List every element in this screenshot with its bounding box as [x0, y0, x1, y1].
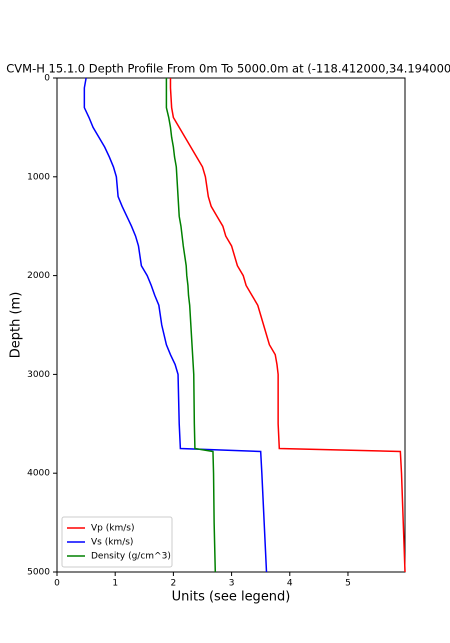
x-tick-label: 0 [54, 579, 60, 589]
legend-label: Density (g/cm^3) [91, 552, 171, 562]
legend-label: Vp (km/s) [91, 524, 134, 534]
x-tick-label: 3 [229, 579, 235, 589]
y-tick-label: 1000 [27, 172, 50, 182]
series-line [83, 77, 268, 573]
y-tick-label: 2000 [27, 271, 50, 281]
series-line [165, 78, 217, 573]
y-tick-label: 5000 [27, 568, 50, 578]
y-tick-label: 4000 [27, 469, 50, 479]
x-tick-label: 2 [171, 579, 177, 589]
plot-frame [56, 77, 406, 573]
x-axis-label: Units (see legend) [172, 590, 291, 605]
y-tick-label: 3000 [27, 370, 50, 380]
y-tick-label: 0 [44, 74, 50, 84]
x-tick-label: 1 [112, 579, 118, 589]
chart-title: CVM-H 15.1.0 Depth Profile From 0m To 50… [6, 62, 450, 76]
series-line [169, 78, 406, 573]
legend-label: Vs (km/s) [91, 538, 133, 548]
x-tick-label: 5 [345, 579, 351, 589]
y-axis-label: Depth (m) [9, 292, 24, 359]
x-tick-label: 4 [287, 579, 293, 589]
legend-box [61, 516, 173, 568]
